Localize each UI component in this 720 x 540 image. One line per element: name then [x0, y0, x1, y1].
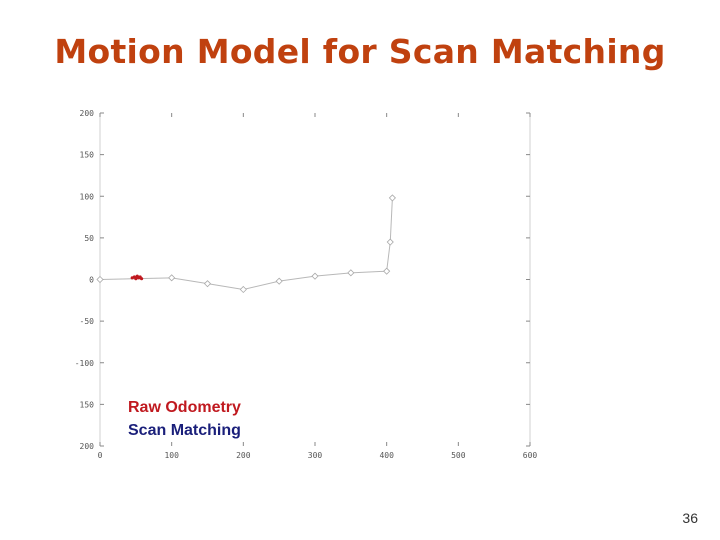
scan-matching-point [168, 274, 176, 282]
slide-title: Motion Model for Scan Matching [54, 32, 666, 71]
scan-matching-point [96, 275, 104, 284]
scan-matching-point [275, 277, 283, 285]
raw-odometry-point [134, 277, 138, 281]
raw-odometry-point [139, 277, 144, 281]
y-tick-label: -50 [80, 317, 95, 326]
x-tick-label: 400 [379, 451, 394, 460]
x-tick-label: 300 [308, 451, 323, 460]
scan-matching-point [386, 238, 394, 246]
y-tick-label: 100 [80, 192, 95, 201]
y-tick-label: 50 [84, 234, 94, 243]
legend-raw-odometry: Raw Odometry [128, 399, 241, 416]
scan-matching-point [239, 285, 247, 294]
y-tick-label: -100 [75, 359, 94, 368]
scan-matching-point [347, 269, 355, 277]
x-tick-label: 100 [164, 451, 179, 460]
y-tick-label: 150 [80, 400, 95, 409]
scan-matching-point [383, 267, 391, 275]
scan-matching-line [99, 197, 393, 290]
scan-matching-point [203, 280, 212, 288]
x-tick-label: 0 [98, 451, 103, 460]
chart-legend: Raw Odometry Scan Matching [128, 396, 241, 442]
scan-matching-point [388, 194, 396, 202]
page-number: 36 [682, 510, 698, 526]
x-tick-label: 500 [451, 451, 466, 460]
y-tick-label: 200 [80, 442, 95, 451]
y-tick-label: 200 [80, 109, 95, 118]
legend-scan-matching: Scan Matching [128, 422, 241, 439]
scan-matching-point [311, 272, 319, 280]
y-tick-label: 0 [89, 276, 94, 285]
x-tick-label: 200 [236, 451, 251, 460]
y-tick-label: 150 [80, 151, 95, 160]
x-tick-label: 600 [523, 451, 538, 460]
